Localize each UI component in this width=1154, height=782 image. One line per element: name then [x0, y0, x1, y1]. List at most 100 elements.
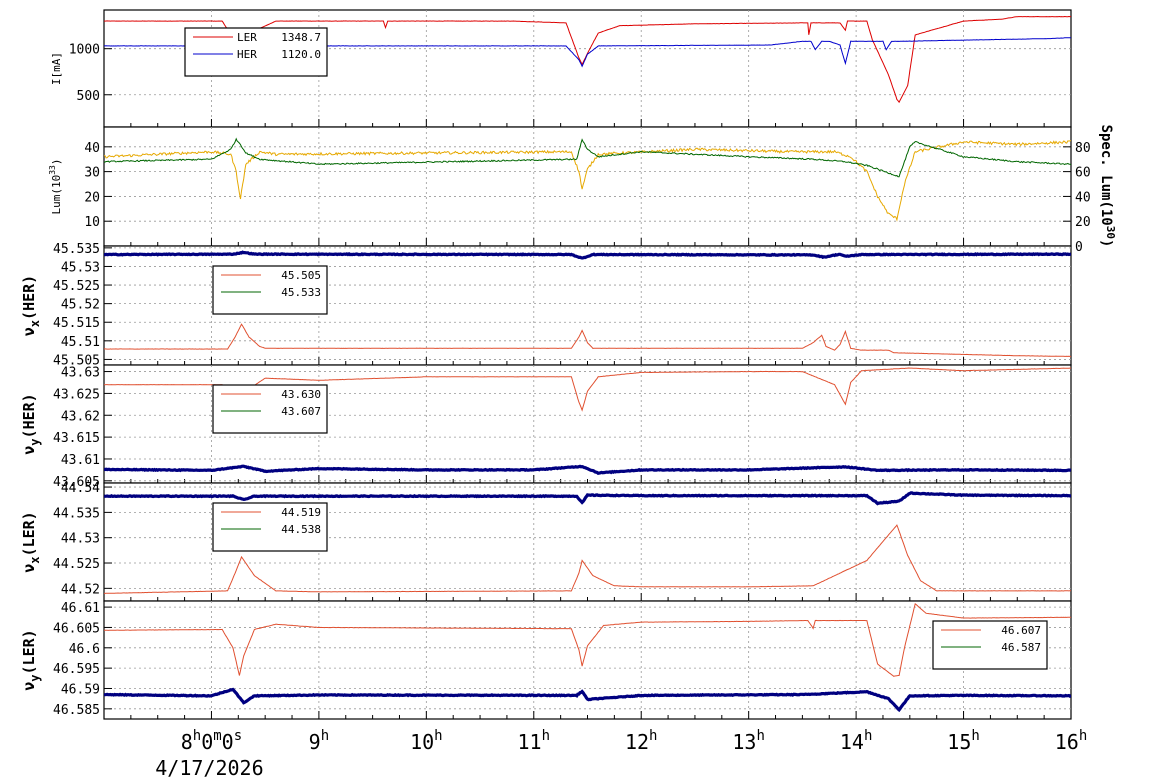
tick-main: 14 [840, 730, 864, 754]
tick-main: 0 [222, 730, 234, 754]
tick-sup: h [434, 728, 442, 744]
y-tick-label: 44.54 [61, 481, 100, 496]
y-axis-label: I[mA] [50, 52, 63, 85]
y-tick-label: 43.63 [61, 366, 100, 381]
y-tick-label: 46.6 [69, 642, 100, 657]
y-tick-label: 45.505 [53, 353, 100, 368]
panel-5: 44.52 44.525 44.53 44.535 44.54 νx(LER) 44.519… [20, 481, 1072, 602]
tick-sup: h [542, 728, 550, 744]
y-axis-label: Lum(1033) [48, 158, 63, 214]
y-right-tick-label: 60 [1075, 166, 1091, 181]
tick-sup: s [234, 728, 242, 744]
legend: 44.519 44.538 [212, 502, 328, 552]
legend-label: LER [237, 31, 257, 44]
y-tick-label: 20 [84, 190, 100, 205]
series-line-Spec. Lum [104, 137, 1071, 178]
tick-sup: h [1079, 728, 1087, 744]
y-tick-label: 1000 [69, 43, 100, 58]
y-right-tick-label: 40 [1075, 190, 1091, 205]
label-part: ν [20, 446, 38, 455]
series-group [104, 250, 1071, 358]
tick-sup: h [649, 728, 657, 744]
legend-label: 46.587 [1001, 641, 1041, 654]
x-tick-label: 15h [947, 728, 980, 754]
label-part: (LER) [20, 511, 38, 556]
series-group [104, 491, 1071, 594]
tick-main: 8 [181, 730, 193, 754]
y-right-tick-label: 0 [1075, 240, 1083, 255]
y-tick-label: 45.535 [53, 242, 100, 257]
panel-1: 500 1000 I[mA] LER 1348.7 HER 1120.0 [50, 9, 1072, 128]
label-sub: x [28, 320, 42, 327]
y-axis-label: νx(LER) [20, 511, 42, 572]
legend: 46.607 46.587 [932, 620, 1048, 670]
x-tick-label: 10h [410, 728, 443, 754]
series-line-LER [104, 15, 1071, 104]
tick-sup: h [864, 728, 872, 744]
legend-label: 45.505 [281, 269, 321, 282]
x-tick-label: 16h [1055, 728, 1088, 754]
y-tick-label: 30 [84, 166, 100, 181]
series-line-Lum [104, 140, 1071, 222]
y-tick-label: 500 [77, 89, 100, 104]
label-part: Spec. Lum(10 [1098, 125, 1114, 226]
y-tick-label: 44.535 [53, 506, 100, 521]
label-sub: y [28, 674, 42, 681]
y-tick-label: 45.51 [61, 335, 100, 350]
legend: 43.630 43.607 [212, 384, 328, 434]
y-right-axis-label: Spec. Lum(1030) [1098, 125, 1117, 248]
series-line-line2 [104, 491, 1071, 506]
y-tick-label: 43.61 [61, 453, 100, 468]
tick-main: 10 [410, 730, 434, 754]
label-part: (HER) [20, 275, 38, 320]
label-part: (HER) [20, 393, 38, 438]
label-part: ν [20, 682, 38, 691]
y-right-tick-label: 80 [1075, 141, 1091, 156]
legend: 45.505 45.533 [212, 265, 328, 315]
y-tick-label: 43.625 [53, 387, 100, 402]
y-tick-label: 40 [84, 141, 100, 156]
tick-sup: m [213, 728, 221, 744]
series-group [104, 367, 1071, 476]
series-group [104, 603, 1071, 713]
legend-label: HER [237, 48, 257, 61]
y-tick-label: 46.595 [53, 662, 100, 677]
panel-4: 43.605 43.61 43.615 43.62 43.625 43.63 νy(HER)… [20, 364, 1072, 490]
series-line-line2 [104, 687, 1071, 713]
y-right-tick-label: 20 [1075, 215, 1091, 230]
y-tick-label: 44.525 [53, 557, 100, 572]
y-tick-label: 45.53 [61, 260, 100, 275]
legend-box [212, 502, 328, 552]
series-group [104, 137, 1071, 222]
series-line-line2 [104, 250, 1071, 260]
tick-main: 13 [732, 730, 756, 754]
tick-main: 15 [947, 730, 971, 754]
label-part: ν [20, 327, 38, 336]
legend-label: 43.630 [281, 388, 321, 401]
x-tick-label: 13h [732, 728, 765, 754]
legend-box [184, 27, 328, 77]
legend-box [932, 620, 1048, 670]
tick-main: 16 [1055, 730, 1079, 754]
x-tick-label: 12h [625, 728, 658, 754]
label-part: Lum(10 [50, 175, 63, 215]
label-sub: x [28, 556, 42, 563]
y-tick-label: 43.62 [61, 409, 100, 424]
legend: LER 1348.7 HER 1120.0 [184, 27, 328, 77]
tick-main: 9 [309, 730, 321, 754]
x-tick-label: 11h [518, 728, 551, 754]
x-tick-label: 8h0m0s [181, 728, 242, 754]
y-tick-label: 44.53 [61, 532, 100, 547]
tick-sup: h [756, 728, 764, 744]
series-line-line1 [104, 603, 1071, 677]
label-part: ν [20, 564, 38, 573]
label-part: ) [1098, 239, 1114, 247]
y-tick-label: 46.605 [53, 621, 100, 636]
tick-sup: h [193, 728, 201, 744]
y-tick-label: 44.52 [61, 582, 100, 597]
legend-value: 1120.0 [281, 48, 321, 61]
tick-main: 0 [201, 730, 213, 754]
label-part: ) [50, 158, 63, 165]
date-label: 4/17/2026 [155, 756, 263, 780]
